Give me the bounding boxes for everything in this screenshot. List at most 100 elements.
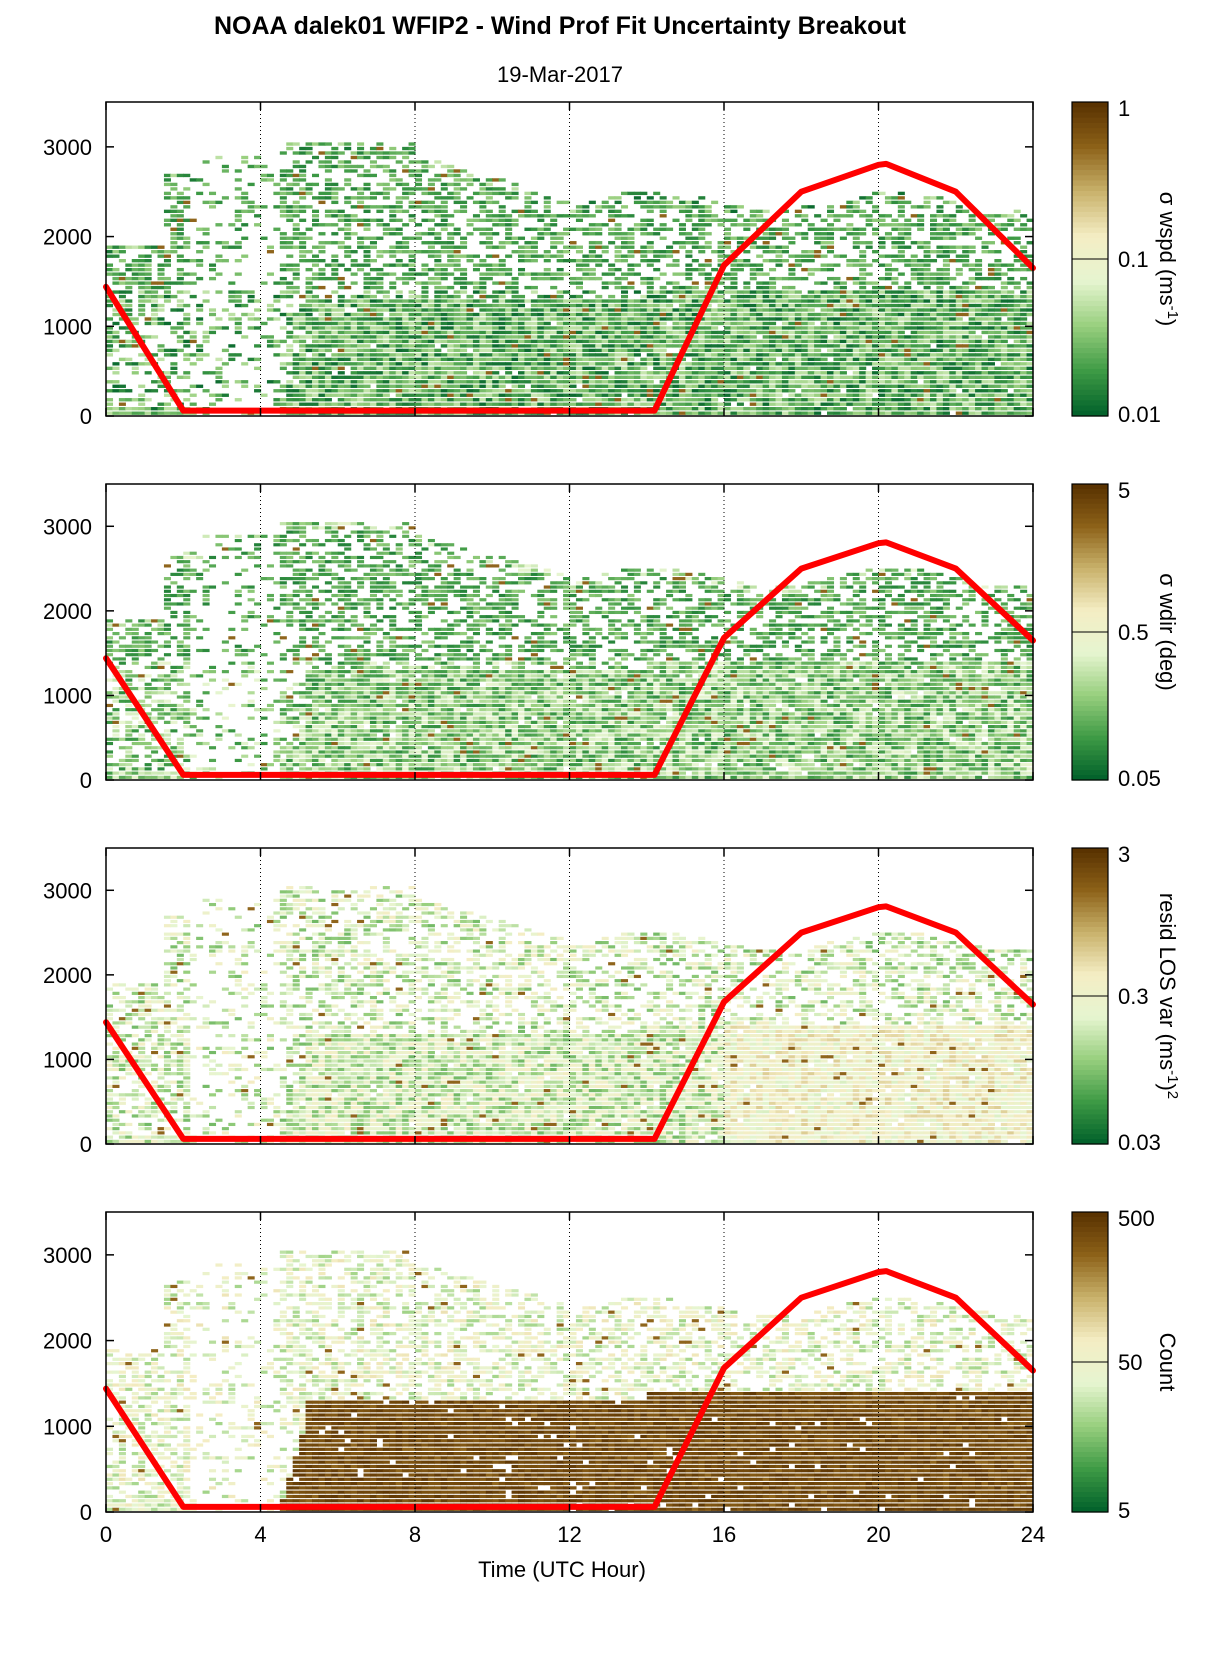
heatmap-cell	[112, 362, 120, 366]
heatmap-cell	[395, 317, 403, 321]
heatmap-cell	[279, 402, 287, 406]
heatmap-cell	[151, 335, 159, 339]
heatmap-cell	[408, 389, 416, 393]
heatmap-cell	[498, 290, 506, 294]
heatmap-cell	[717, 303, 725, 308]
heatmap-cell	[196, 227, 204, 231]
heatmap-cell	[305, 398, 313, 402]
heatmap-cell	[878, 348, 886, 353]
heatmap-cell	[942, 254, 950, 258]
heatmap-cell	[962, 362, 970, 366]
heatmap-cell	[640, 362, 648, 366]
heatmap-cell	[717, 218, 725, 222]
heatmap-cell	[112, 245, 120, 249]
heatmap-cell	[163, 375, 171, 379]
heatmap-cell	[981, 339, 989, 344]
heatmap-cell	[614, 335, 622, 339]
heatmap-cell	[331, 182, 339, 187]
heatmap-cell	[891, 402, 899, 406]
heatmap-cell	[621, 205, 629, 209]
heatmap-cell	[415, 398, 423, 402]
heatmap-cell	[395, 384, 403, 388]
heatmap-cell	[479, 276, 487, 281]
heatmap-cell	[421, 371, 429, 375]
heatmap-cell	[563, 232, 571, 236]
heatmap-cell	[492, 321, 500, 326]
heatmap-cell	[640, 191, 648, 196]
heatmap-cell	[344, 160, 352, 164]
heatmap-cell	[685, 353, 693, 357]
heatmap-cell	[962, 254, 970, 258]
heatmap-cell	[176, 339, 184, 344]
heatmap-cell	[627, 272, 635, 276]
heatmap-cell	[376, 267, 384, 272]
heatmap-cell	[582, 227, 590, 231]
heatmap-cell	[395, 294, 403, 299]
heatmap-cell	[563, 321, 571, 326]
heatmap-cell	[897, 384, 905, 388]
heatmap-cell	[884, 357, 892, 362]
heatmap-cell	[872, 259, 880, 263]
heatmap-cell	[376, 384, 384, 388]
heatmap-cell	[987, 321, 995, 326]
heatmap-cell	[775, 312, 783, 317]
heatmap-cell	[350, 272, 358, 276]
heatmap-cell	[588, 330, 596, 335]
heatmap-cell	[434, 241, 442, 245]
heatmap-cell	[337, 335, 345, 339]
heatmap-cell	[936, 393, 944, 397]
heatmap-cell	[440, 294, 448, 299]
heatmap-cell	[518, 344, 526, 348]
heatmap-cell	[138, 263, 146, 267]
heatmap-cell	[930, 411, 938, 415]
heatmap-cell	[112, 335, 120, 339]
heatmap-cell	[582, 299, 590, 303]
heatmap-cell	[640, 218, 648, 222]
heatmap-cell	[820, 389, 828, 393]
heatmap-cell	[865, 362, 873, 366]
heatmap-cell	[672, 344, 680, 348]
heatmap-cell	[820, 294, 828, 299]
heatmap-cell	[421, 299, 429, 303]
heatmap-cell	[389, 214, 397, 218]
heatmap-cell	[395, 398, 403, 402]
heatmap-cell	[485, 200, 493, 205]
heatmap-cell	[788, 303, 796, 308]
heatmap-cell	[962, 223, 970, 227]
heatmap-cell	[962, 299, 970, 303]
heatmap-cell	[814, 290, 822, 294]
heatmap-cell	[698, 362, 706, 366]
heatmap-cell	[524, 200, 532, 205]
heatmap-cell	[440, 200, 448, 205]
heatmap-cell	[196, 241, 204, 245]
heatmap-cell	[434, 276, 442, 281]
heatmap-cell	[427, 299, 435, 303]
heatmap-cell	[846, 389, 854, 393]
heatmap-cell	[749, 272, 757, 276]
heatmap-cell	[949, 236, 957, 240]
heatmap-cell	[530, 375, 538, 379]
heatmap-cell	[820, 330, 828, 335]
heatmap-cell	[369, 281, 377, 285]
heatmap-cell	[151, 281, 159, 285]
heatmap-cell	[704, 384, 712, 388]
heatmap-cell	[917, 402, 925, 406]
heatmap-cell	[646, 259, 654, 263]
heatmap-cell	[942, 290, 950, 294]
heatmap-cell	[556, 308, 564, 312]
heatmap-cell	[685, 402, 693, 406]
heatmap-cell	[884, 294, 892, 299]
heatmap-cell	[852, 330, 860, 335]
heatmap-cell	[588, 299, 596, 303]
heatmap-cell	[286, 187, 294, 191]
heatmap-cell	[575, 393, 583, 397]
heatmap-cell	[897, 312, 905, 317]
heatmap-cell	[286, 191, 294, 196]
heatmap-cell	[884, 263, 892, 267]
heatmap-cell	[968, 294, 976, 299]
heatmap-cell	[897, 259, 905, 263]
heatmap-cell	[550, 335, 558, 339]
heatmap-cell	[144, 411, 152, 415]
heatmap-cell	[505, 303, 513, 308]
heatmap-cell	[234, 187, 242, 191]
